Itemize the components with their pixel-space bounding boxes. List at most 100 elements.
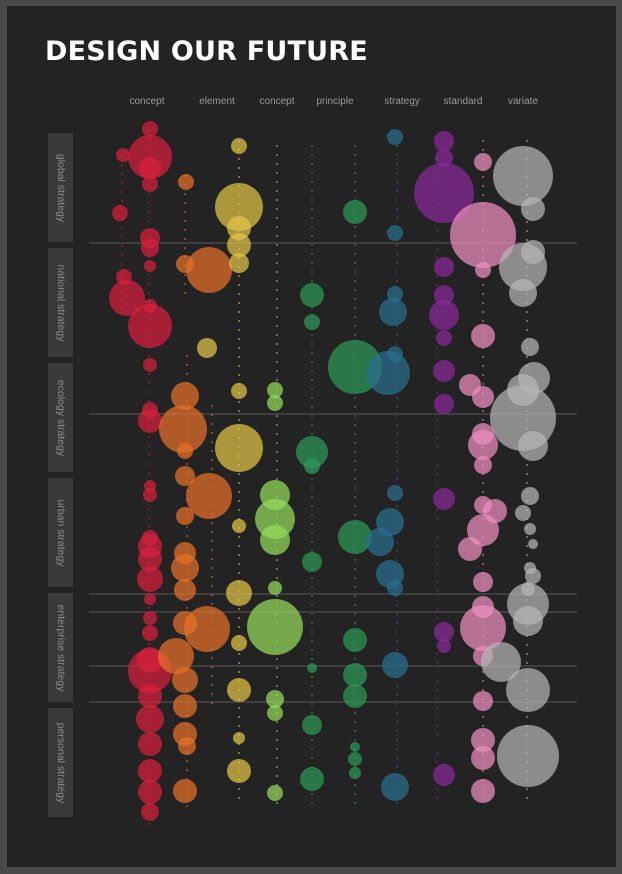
guide-dot (311, 658, 313, 660)
guide-dot (354, 235, 356, 237)
guide-dot (354, 469, 356, 471)
bubble (142, 121, 158, 137)
guide-dot (238, 536, 240, 538)
bubble (231, 138, 247, 154)
bubble (109, 280, 145, 316)
guide-dot (184, 193, 186, 195)
guide-dot (396, 190, 398, 192)
guide-dot (482, 374, 484, 376)
guide-dot (526, 797, 528, 799)
guide-dot (186, 769, 188, 771)
guide-dot (526, 662, 528, 664)
guide-dot (396, 244, 398, 246)
guide-dot (482, 725, 484, 727)
bubble (521, 338, 539, 356)
guide-dot (311, 604, 313, 606)
bubble (434, 394, 454, 414)
bubble (433, 360, 455, 382)
guide-dot (238, 167, 240, 169)
bubble (473, 691, 493, 711)
guide-dot (396, 199, 398, 201)
bubble (142, 176, 158, 192)
guide-dot (311, 640, 313, 642)
guide-dot (311, 235, 313, 237)
guide-dot (184, 211, 186, 213)
guide-dot (311, 595, 313, 597)
guide-dot (396, 343, 398, 345)
guide-dot (276, 478, 278, 480)
guide-dot (311, 712, 313, 714)
bubble (521, 197, 545, 221)
guide-dot (121, 263, 123, 265)
guide-dot (311, 415, 313, 417)
bubble (229, 253, 249, 273)
guide-dot (276, 190, 278, 192)
guide-dot (238, 707, 240, 709)
guide-dot (482, 293, 484, 295)
bubble (387, 485, 403, 501)
guide-dot (396, 469, 398, 471)
bubble (481, 642, 521, 682)
guide-dot (436, 329, 438, 331)
column-label-element: element (199, 96, 235, 107)
bubble (499, 243, 547, 291)
guide-dot (311, 361, 313, 363)
guide-dot (311, 631, 313, 633)
guide-dot (276, 163, 278, 165)
guide-dot (482, 356, 484, 358)
guide-dot (148, 202, 150, 204)
guide-dot (436, 419, 438, 421)
guide-dot (436, 698, 438, 700)
bubble (343, 628, 367, 652)
bubble (141, 239, 159, 257)
guide-dot (354, 271, 356, 273)
guide-dot (396, 730, 398, 732)
guide-dot (436, 671, 438, 673)
guide-dot (148, 508, 150, 510)
guide-dot (436, 590, 438, 592)
bubble (302, 552, 322, 572)
bubble (366, 528, 394, 556)
bubble (247, 599, 303, 655)
guide-dot (238, 482, 240, 484)
guide-dot (396, 433, 398, 435)
guide-dot (148, 454, 150, 456)
guide-dot (186, 760, 188, 762)
guide-dot (311, 433, 313, 435)
guide-dot (396, 757, 398, 759)
bubble (267, 382, 283, 398)
guide-dot (276, 667, 278, 669)
guide-dot (211, 684, 213, 686)
column-label-concept: concept (129, 96, 165, 107)
bubble (268, 581, 282, 595)
guide-dot (276, 181, 278, 183)
bubble (138, 780, 162, 804)
guide-dot (396, 559, 398, 561)
guide-dot (311, 154, 313, 156)
guide-dot (436, 464, 438, 466)
bubble (233, 732, 245, 744)
guide-dot (311, 217, 313, 219)
guide-dot (482, 140, 484, 142)
guide-dot (211, 441, 213, 443)
bubble (300, 767, 324, 791)
guide-dot (211, 666, 213, 668)
guide-dot (276, 199, 278, 201)
guide-dot (396, 694, 398, 696)
guide-dot (238, 797, 240, 799)
guide-dot (184, 202, 186, 204)
guide-dot (482, 689, 484, 691)
guide-dot (311, 550, 313, 552)
guide-dot (482, 284, 484, 286)
bubble (437, 639, 451, 653)
guide-dot (396, 145, 398, 147)
guide-dot (311, 388, 313, 390)
guide-dot (354, 442, 356, 444)
guide-dot (396, 415, 398, 417)
guide-dot (482, 149, 484, 151)
guide-dot (354, 604, 356, 606)
bubble (473, 572, 493, 592)
guide-dot (276, 307, 278, 309)
guide-dot (354, 613, 356, 615)
guide-dot (238, 365, 240, 367)
